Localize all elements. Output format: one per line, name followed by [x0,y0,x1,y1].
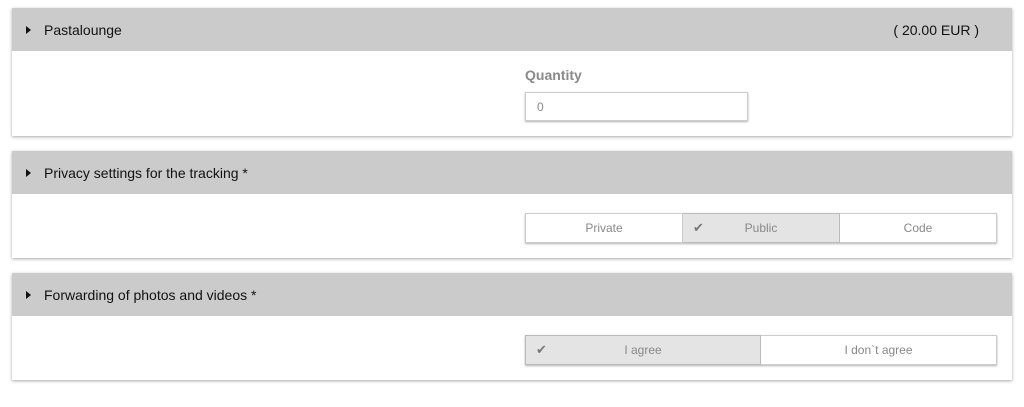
option-label: Public [744,221,778,235]
panel-title: Privacy settings for the tracking * [44,164,248,181]
checkmark-icon: ✔ [536,342,547,357]
option-label: Code [903,221,933,235]
panel-title: Pastalounge [44,21,122,38]
option-agree[interactable]: ✔ I agree [525,335,761,365]
panel-header[interactable]: Privacy settings for the tracking * [12,151,1012,194]
triangle-right-icon [26,290,31,299]
panel-pastalounge: Pastalounge ( 20.00 EUR ) Quantity [12,8,1012,136]
option-label: Private [585,221,623,235]
option-public[interactable]: ✔ Public [683,213,840,243]
panel-header[interactable]: Pastalounge ( 20.00 EUR ) [12,8,1012,51]
option-code[interactable]: Code [840,213,997,243]
panel-title: Forwarding of photos and videos * [44,286,257,303]
panel-privacy: Privacy settings for the tracking * Priv… [12,151,1012,258]
panel-forwarding: Forwarding of photos and videos * ✔ I agr… [12,273,1012,380]
quantity-input[interactable] [525,92,748,121]
option-label: I don`t agree [844,343,913,357]
triangle-right-icon [26,168,31,177]
quantity-label: Quantity [525,67,582,83]
price: ( 20.00 EUR ) [893,22,979,38]
option-dont-agree[interactable]: I don`t agree [761,335,997,365]
privacy-segmented-control: Private ✔ Public Code [525,213,997,243]
checkmark-icon: ✔ [693,220,704,235]
panel-header[interactable]: Forwarding of photos and videos * [12,273,1012,316]
triangle-right-icon [26,25,31,34]
option-private[interactable]: Private [525,213,683,243]
forwarding-segmented-control: ✔ I agree I don`t agree [525,335,997,365]
option-label: I agree [624,343,662,357]
